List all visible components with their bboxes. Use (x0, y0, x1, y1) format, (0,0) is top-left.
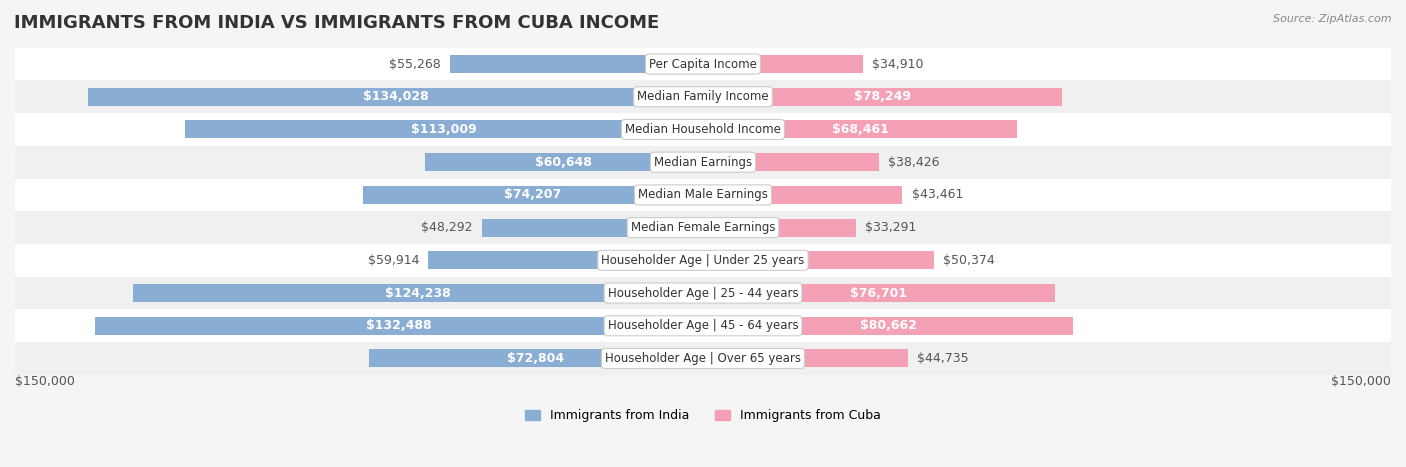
FancyBboxPatch shape (15, 277, 1391, 310)
Text: $38,426: $38,426 (889, 156, 941, 169)
Text: $55,268: $55,268 (388, 57, 440, 71)
FancyBboxPatch shape (15, 80, 1391, 113)
Text: $132,488: $132,488 (367, 319, 432, 333)
Text: $150,000: $150,000 (1331, 375, 1391, 388)
FancyBboxPatch shape (15, 310, 1391, 342)
Text: $72,804: $72,804 (508, 352, 565, 365)
FancyBboxPatch shape (15, 211, 1391, 244)
Bar (429, 251, 703, 269)
Bar (481, 219, 703, 237)
Text: $76,701: $76,701 (851, 287, 907, 299)
Text: $113,009: $113,009 (411, 123, 477, 136)
Text: $124,238: $124,238 (385, 287, 451, 299)
Text: Householder Age | Under 25 years: Householder Age | Under 25 years (602, 254, 804, 267)
Bar (703, 186, 903, 204)
Text: $33,291: $33,291 (865, 221, 917, 234)
Bar (703, 55, 863, 73)
Text: $43,461: $43,461 (911, 188, 963, 201)
Bar (703, 251, 934, 269)
Bar (703, 153, 879, 171)
Text: IMMIGRANTS FROM INDIA VS IMMIGRANTS FROM CUBA INCOME: IMMIGRANTS FROM INDIA VS IMMIGRANTS FROM… (14, 14, 659, 32)
Text: $50,374: $50,374 (943, 254, 995, 267)
Bar (703, 88, 1062, 106)
Bar (184, 120, 703, 139)
Text: $134,028: $134,028 (363, 90, 429, 103)
Text: $74,207: $74,207 (505, 188, 561, 201)
Text: Median Female Earnings: Median Female Earnings (631, 221, 775, 234)
Bar (703, 317, 1073, 335)
FancyBboxPatch shape (15, 342, 1391, 375)
Text: Median Male Earnings: Median Male Earnings (638, 188, 768, 201)
Bar (703, 349, 908, 368)
Bar (425, 153, 703, 171)
Bar (703, 219, 856, 237)
Bar (89, 88, 703, 106)
FancyBboxPatch shape (15, 146, 1391, 178)
Text: Median Household Income: Median Household Income (626, 123, 780, 136)
Text: $150,000: $150,000 (15, 375, 75, 388)
Bar (703, 284, 1054, 302)
Text: Median Earnings: Median Earnings (654, 156, 752, 169)
Bar (703, 120, 1017, 139)
Text: $60,648: $60,648 (536, 156, 592, 169)
Text: Householder Age | 45 - 64 years: Householder Age | 45 - 64 years (607, 319, 799, 333)
Bar (134, 284, 703, 302)
Text: Householder Age | 25 - 44 years: Householder Age | 25 - 44 years (607, 287, 799, 299)
Text: $80,662: $80,662 (859, 319, 917, 333)
Text: Householder Age | Over 65 years: Householder Age | Over 65 years (605, 352, 801, 365)
Text: $78,249: $78,249 (853, 90, 911, 103)
Text: $44,735: $44,735 (917, 352, 969, 365)
Bar (96, 317, 703, 335)
FancyBboxPatch shape (15, 48, 1391, 80)
Text: $34,910: $34,910 (872, 57, 924, 71)
Text: $68,461: $68,461 (831, 123, 889, 136)
FancyBboxPatch shape (15, 178, 1391, 211)
Text: Source: ZipAtlas.com: Source: ZipAtlas.com (1274, 14, 1392, 24)
Bar (368, 349, 703, 368)
FancyBboxPatch shape (15, 244, 1391, 277)
Bar (363, 186, 703, 204)
FancyBboxPatch shape (15, 113, 1391, 146)
Text: $59,914: $59,914 (367, 254, 419, 267)
Legend: Immigrants from India, Immigrants from Cuba: Immigrants from India, Immigrants from C… (520, 404, 886, 427)
Text: Median Family Income: Median Family Income (637, 90, 769, 103)
Text: $48,292: $48,292 (420, 221, 472, 234)
Text: Per Capita Income: Per Capita Income (650, 57, 756, 71)
Bar (450, 55, 703, 73)
